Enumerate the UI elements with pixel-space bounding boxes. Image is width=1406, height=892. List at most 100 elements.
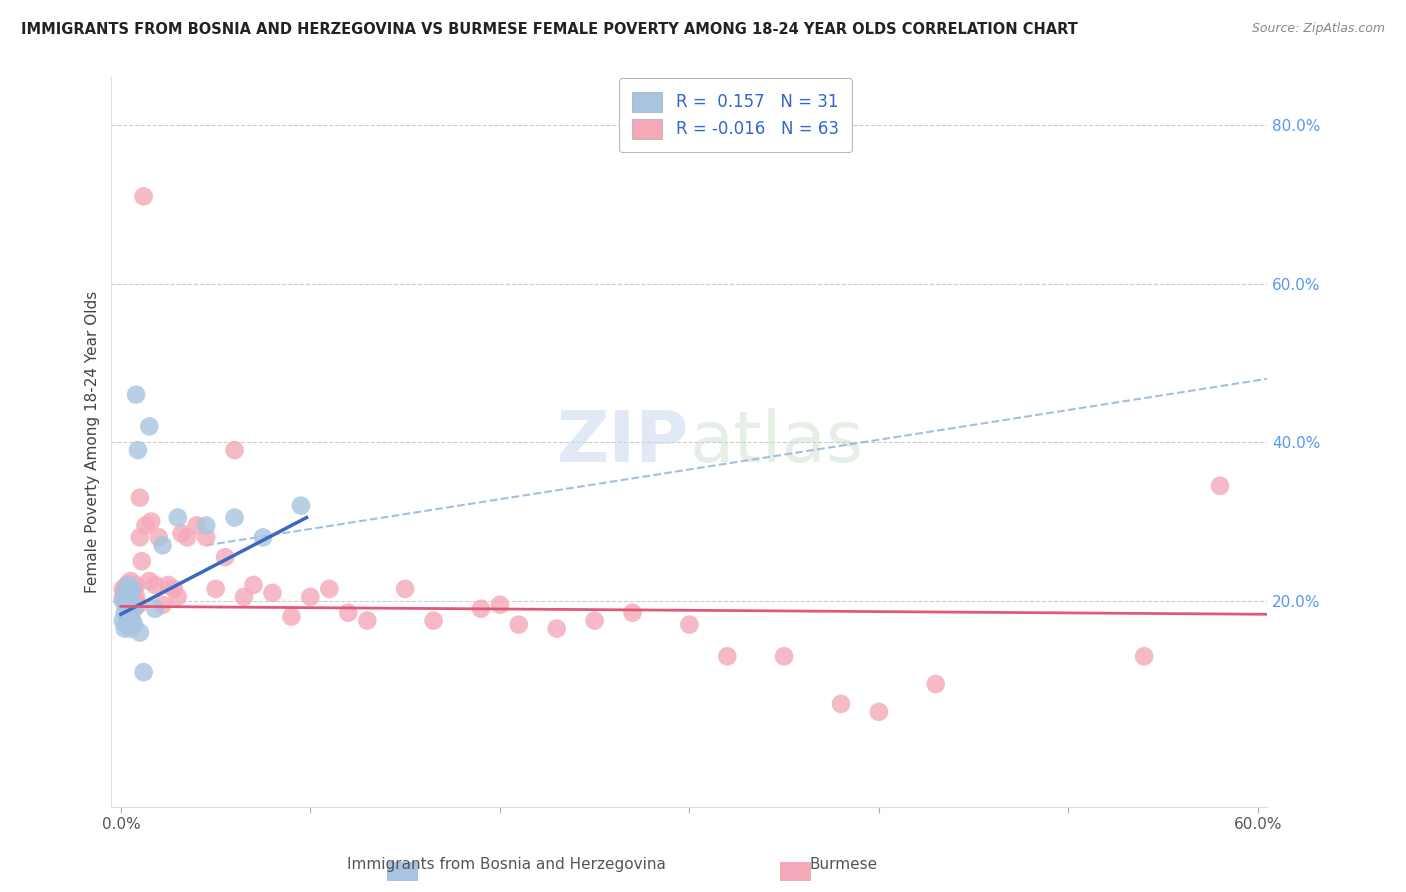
Point [120, 606, 142, 620]
Point [117, 582, 139, 596]
Point [1133, 649, 1156, 664]
Point [117, 594, 139, 608]
Point [489, 598, 512, 612]
Point [508, 617, 530, 632]
Point [114, 622, 136, 636]
Point [128, 491, 150, 505]
Point [141, 515, 163, 529]
Point [120, 582, 142, 596]
Point [152, 598, 174, 612]
Point [583, 614, 606, 628]
Point [121, 594, 143, 608]
Point [111, 590, 134, 604]
Point [121, 582, 143, 596]
Point [546, 622, 568, 636]
Point [318, 582, 340, 596]
Point [262, 586, 284, 600]
Point [290, 499, 312, 513]
Point [121, 614, 143, 628]
Point [114, 606, 136, 620]
Point [114, 586, 136, 600]
Point [337, 606, 360, 620]
Point [224, 510, 246, 524]
Text: Source: ZipAtlas.com: Source: ZipAtlas.com [1251, 22, 1385, 36]
Point [773, 649, 796, 664]
Point [157, 578, 180, 592]
Point [132, 189, 155, 203]
Text: IMMIGRANTS FROM BOSNIA AND HERZEGOVINA VS BURMESE FEMALE POVERTY AMONG 18-24 YEA: IMMIGRANTS FROM BOSNIA AND HERZEGOVINA V… [21, 22, 1078, 37]
Point [299, 590, 322, 604]
Point [233, 590, 256, 604]
Legend: R =  0.157   N = 31, R = -0.016   N = 63: R = 0.157 N = 31, R = -0.016 N = 63 [619, 78, 852, 153]
Point [242, 578, 264, 592]
Point [121, 598, 143, 612]
Point [143, 601, 166, 615]
Point [470, 601, 492, 615]
Point [214, 550, 236, 565]
Point [120, 622, 142, 636]
Text: Immigrants from Bosnia and Herzegovina: Immigrants from Bosnia and Herzegovina [347, 857, 665, 872]
Point [120, 598, 142, 612]
Point [170, 526, 193, 541]
Point [127, 443, 149, 458]
Point [394, 582, 416, 596]
Point [195, 518, 218, 533]
Point [111, 582, 134, 596]
Point [122, 594, 145, 608]
Point [115, 598, 138, 612]
Point [195, 530, 218, 544]
Point [138, 574, 160, 588]
Point [134, 518, 156, 533]
Point [138, 419, 160, 434]
Point [114, 582, 136, 596]
Y-axis label: Female Poverty Among 18-24 Year Olds: Female Poverty Among 18-24 Year Olds [86, 291, 100, 593]
Point [114, 594, 136, 608]
Point [678, 617, 700, 632]
Point [163, 582, 186, 596]
Point [143, 578, 166, 592]
Point [115, 582, 138, 596]
Point [115, 598, 138, 612]
Point [830, 697, 852, 711]
Point [127, 598, 149, 612]
Point [125, 578, 148, 592]
Point [121, 582, 143, 596]
Point [280, 609, 302, 624]
Point [166, 510, 188, 524]
Point [356, 614, 378, 628]
Point [925, 677, 948, 691]
Point [115, 586, 138, 600]
Point [115, 578, 138, 592]
Point [224, 443, 246, 458]
Text: Burmese: Burmese [810, 857, 877, 872]
Text: ZIP: ZIP [557, 408, 689, 476]
Point [252, 530, 274, 544]
Point [120, 574, 142, 588]
Point [621, 606, 644, 620]
Point [166, 590, 188, 604]
Point [131, 554, 153, 568]
Point [115, 617, 138, 632]
Point [122, 582, 145, 596]
Point [128, 625, 150, 640]
Point [204, 582, 226, 596]
Point [117, 594, 139, 608]
Point [1209, 479, 1232, 493]
Point [868, 705, 890, 719]
Point [132, 665, 155, 680]
Point [148, 530, 170, 544]
Text: atlas: atlas [689, 408, 863, 476]
Point [117, 609, 139, 624]
Point [125, 590, 148, 604]
Point [122, 601, 145, 615]
Point [117, 578, 139, 592]
Point [122, 617, 145, 632]
Point [111, 614, 134, 628]
Point [152, 538, 174, 552]
Point [716, 649, 738, 664]
Point [125, 387, 148, 401]
Point [186, 518, 208, 533]
Point [128, 530, 150, 544]
Point [111, 594, 134, 608]
Point [176, 530, 198, 544]
